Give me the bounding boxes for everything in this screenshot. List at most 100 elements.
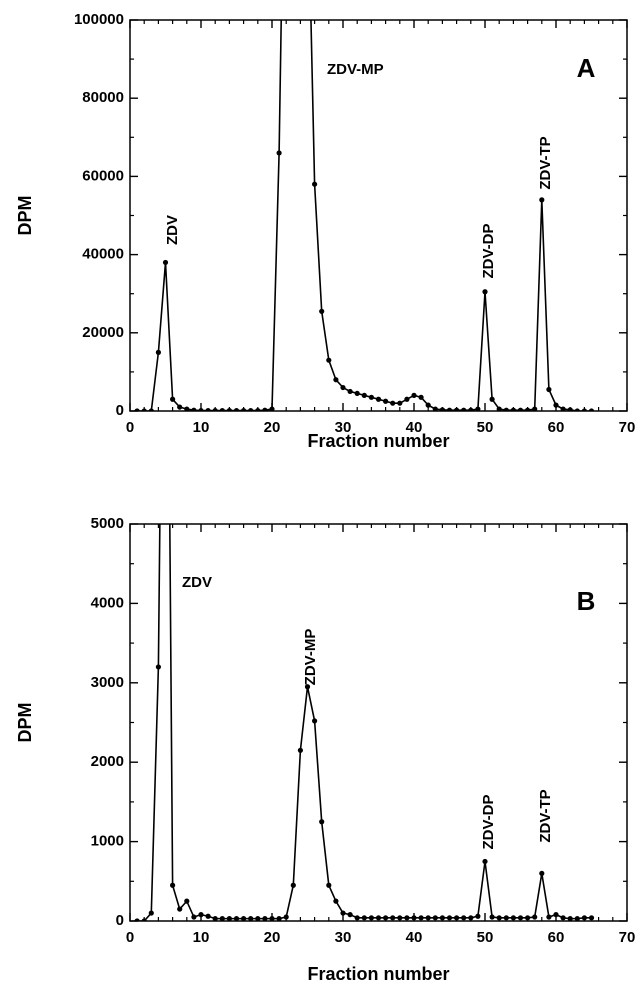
data-point bbox=[432, 406, 438, 411]
data-point bbox=[489, 396, 495, 402]
data-point bbox=[517, 915, 524, 921]
data-point bbox=[567, 916, 573, 921]
data-point bbox=[170, 882, 176, 888]
data-point bbox=[510, 407, 516, 411]
data-point bbox=[383, 915, 389, 921]
y-tick-label: 100000 bbox=[74, 11, 124, 28]
x-tick-label: 30 bbox=[335, 929, 352, 946]
data-point bbox=[482, 289, 488, 295]
data-point bbox=[198, 912, 204, 918]
data-point bbox=[212, 408, 218, 411]
data-point bbox=[425, 915, 431, 921]
data-point bbox=[134, 408, 140, 411]
data-point bbox=[567, 407, 573, 411]
data-point bbox=[312, 718, 318, 724]
x-tick-label: 70 bbox=[619, 419, 636, 436]
data-point bbox=[141, 408, 147, 411]
data-point bbox=[532, 914, 538, 920]
y-tick-label: 40000 bbox=[82, 246, 124, 263]
y-tick-label: 3000 bbox=[91, 674, 124, 691]
data-point bbox=[269, 406, 275, 411]
data-point bbox=[432, 915, 438, 921]
y-tick-label: 4000 bbox=[91, 594, 124, 611]
annotation: ZDV-TP bbox=[537, 789, 554, 842]
data-point bbox=[553, 402, 559, 408]
x-axis-label: Fraction number bbox=[307, 431, 449, 451]
data-point bbox=[454, 915, 460, 921]
data-point bbox=[454, 407, 460, 411]
data-point bbox=[489, 914, 495, 920]
plot-frame bbox=[129, 19, 628, 412]
data-point bbox=[574, 408, 580, 411]
data-point bbox=[205, 913, 211, 919]
data-point bbox=[219, 916, 225, 921]
y-tick-label: 80000 bbox=[82, 89, 124, 106]
data-point bbox=[397, 400, 403, 406]
data-point bbox=[290, 882, 296, 888]
data-point bbox=[191, 914, 197, 920]
data-point bbox=[397, 915, 403, 921]
annotation: ZDV-DP bbox=[480, 794, 497, 849]
data-point bbox=[468, 407, 474, 411]
data-point bbox=[411, 392, 417, 398]
data-point bbox=[581, 408, 587, 411]
data-point bbox=[134, 918, 140, 921]
data-point bbox=[425, 402, 431, 408]
y-tick-label: 1000 bbox=[91, 833, 124, 850]
data-point bbox=[404, 915, 410, 921]
data-point bbox=[155, 349, 161, 355]
data-point bbox=[226, 916, 232, 921]
data-point bbox=[155, 664, 161, 670]
data-point bbox=[198, 408, 204, 411]
annotation: ZDV-DP bbox=[480, 223, 497, 278]
data-point bbox=[539, 870, 545, 876]
data-point bbox=[361, 392, 367, 398]
data-point bbox=[375, 396, 382, 402]
annotation: ZDV-MP bbox=[302, 629, 319, 686]
x-tick-label: 30 bbox=[335, 419, 352, 436]
x-tick-label: 0 bbox=[126, 419, 134, 436]
data-point bbox=[297, 747, 303, 753]
data-point bbox=[461, 407, 467, 411]
data-point bbox=[439, 407, 445, 411]
data-point bbox=[553, 912, 559, 918]
data-point bbox=[546, 914, 552, 920]
data-point bbox=[248, 408, 254, 411]
data-point bbox=[184, 898, 190, 904]
data-point bbox=[503, 407, 509, 411]
data-point bbox=[560, 406, 566, 411]
data-point bbox=[219, 408, 225, 411]
data-point bbox=[390, 400, 396, 406]
data-point bbox=[184, 406, 190, 411]
x-tick-label: 40 bbox=[406, 929, 423, 946]
data-point bbox=[212, 916, 218, 921]
data-point bbox=[532, 406, 538, 411]
data-point bbox=[404, 396, 410, 402]
data-point bbox=[233, 916, 240, 921]
data-point bbox=[340, 384, 346, 391]
data-point bbox=[368, 394, 374, 400]
data-point bbox=[205, 408, 211, 411]
data-point bbox=[525, 915, 531, 921]
data-point bbox=[141, 918, 147, 921]
x-tick-label: 10 bbox=[193, 419, 210, 436]
data-point bbox=[319, 819, 325, 825]
y-tick-label: 5000 bbox=[91, 515, 124, 532]
data-point bbox=[347, 912, 353, 918]
data-point bbox=[560, 915, 566, 921]
data-point bbox=[333, 377, 339, 383]
x-tick-label: 40 bbox=[406, 419, 423, 436]
data-point bbox=[496, 406, 502, 411]
x-tick-label: 0 bbox=[126, 929, 134, 946]
data-point bbox=[446, 407, 453, 411]
panel-label: A bbox=[577, 53, 596, 83]
data-point bbox=[248, 916, 254, 921]
data-point bbox=[226, 408, 232, 411]
annotation: ZDV bbox=[182, 574, 212, 591]
y-axis-label: DPM bbox=[15, 703, 35, 743]
x-tick-label: 60 bbox=[548, 929, 565, 946]
data-point bbox=[241, 408, 247, 411]
y-tick-label: 0 bbox=[116, 402, 124, 419]
data-point bbox=[233, 408, 240, 411]
data-point bbox=[546, 386, 552, 393]
